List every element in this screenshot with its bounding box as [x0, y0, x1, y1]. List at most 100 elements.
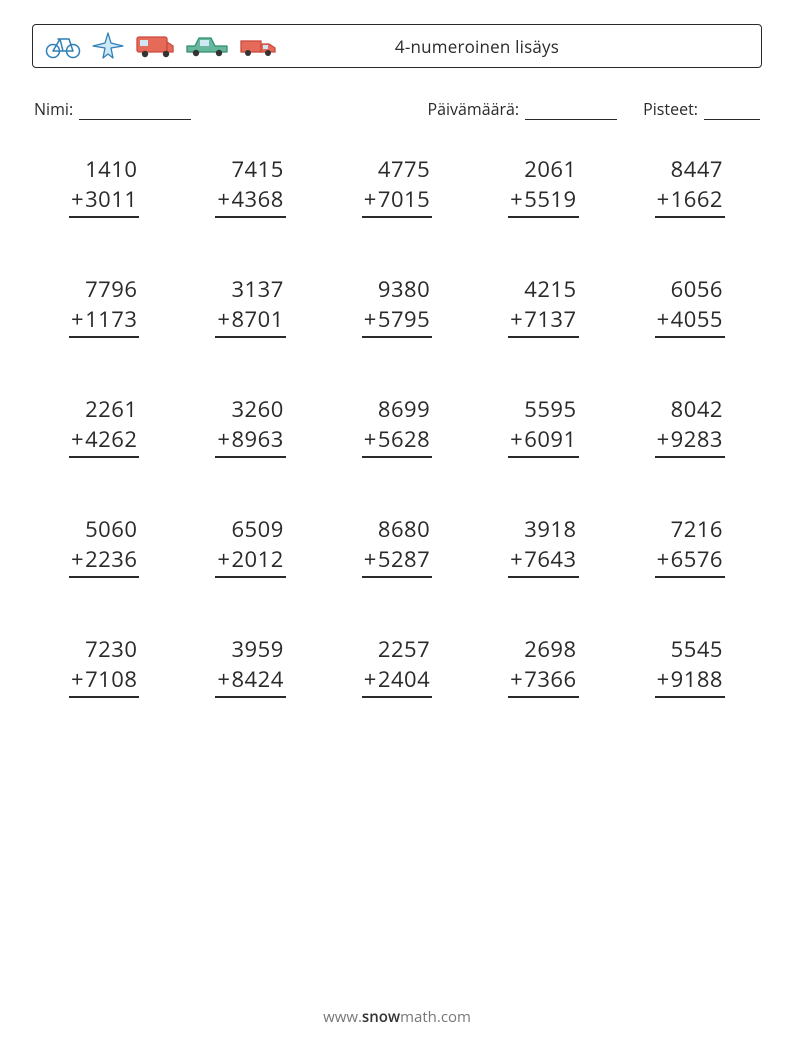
operator: + — [217, 544, 230, 574]
problem-inner: 6056+4055 — [655, 274, 725, 338]
operand-b: 1173 — [85, 304, 137, 334]
problem-cell: 7796+1173 — [40, 274, 168, 338]
problem-inner: 4775+7015 — [362, 154, 432, 218]
operand-b: 2236 — [85, 544, 137, 574]
operator: + — [71, 304, 84, 334]
problem-inner: 2061+5519 — [508, 154, 578, 218]
operator: + — [364, 544, 377, 574]
operand-bottom: +1173 — [69, 304, 139, 338]
operand-top: 6056 — [655, 274, 725, 304]
operand-b: 8963 — [231, 424, 283, 454]
operand-bottom: +8424 — [215, 664, 285, 698]
operand-top: 2261 — [69, 394, 139, 424]
operand-b: 9188 — [671, 664, 723, 694]
operand-bottom: +7366 — [508, 664, 578, 698]
operator: + — [510, 304, 523, 334]
operand-top: 7796 — [69, 274, 139, 304]
problem-cell: 8680+5287 — [333, 514, 461, 578]
problem-cell: 6056+4055 — [626, 274, 754, 338]
operand-bottom: +6576 — [655, 544, 725, 578]
worksheet-title: 4-numeroinen lisäys — [285, 35, 749, 58]
operand-b: 6576 — [671, 544, 723, 574]
operand-bottom: +7108 — [69, 664, 139, 698]
airplane-icon — [91, 31, 125, 61]
header-box: 4-numeroinen lisäys — [32, 24, 762, 68]
operand-b: 7643 — [524, 544, 576, 574]
operand-b: 7137 — [524, 304, 576, 334]
operator: + — [510, 184, 523, 214]
problem-cell: 9380+5795 — [333, 274, 461, 338]
operand-b: 3011 — [85, 184, 137, 214]
operand-b: 1662 — [671, 184, 723, 214]
operand-b: 4055 — [671, 304, 723, 334]
date-blank[interactable] — [525, 106, 617, 120]
operator: + — [71, 424, 84, 454]
operand-top: 1410 — [69, 154, 139, 184]
operand-b: 7366 — [524, 664, 576, 694]
operand-b: 9283 — [671, 424, 723, 454]
problem-cell: 1410+3011 — [40, 154, 168, 218]
operand-bottom: +2236 — [69, 544, 139, 578]
name-blank[interactable] — [79, 106, 191, 120]
problem-inner: 7796+1173 — [69, 274, 139, 338]
operand-b: 6091 — [524, 424, 576, 454]
operand-top: 5545 — [655, 634, 725, 664]
operator: + — [71, 664, 84, 694]
operator: + — [364, 664, 377, 694]
operand-bottom: +9283 — [655, 424, 725, 458]
operand-b: 8701 — [231, 304, 283, 334]
operand-b: 2012 — [231, 544, 283, 574]
problem-cell: 2257+2404 — [333, 634, 461, 698]
operand-b: 4368 — [231, 184, 283, 214]
truck-icon — [239, 34, 277, 58]
problem-cell: 4215+7137 — [479, 274, 607, 338]
problem-inner: 8447+1662 — [655, 154, 725, 218]
problem-cell: 8447+1662 — [626, 154, 754, 218]
footer-suffix: math.com — [400, 1007, 471, 1027]
problem-inner: 1410+3011 — [69, 154, 139, 218]
problem-inner: 3959+8424 — [215, 634, 285, 698]
operator: + — [364, 304, 377, 334]
operand-top: 5060 — [69, 514, 139, 544]
operand-top: 9380 — [362, 274, 432, 304]
operand-bottom: +5287 — [362, 544, 432, 578]
problem-inner: 3137+8701 — [215, 274, 285, 338]
operand-bottom: +5628 — [362, 424, 432, 458]
problem-inner: 8699+5628 — [362, 394, 432, 458]
operand-b: 2404 — [378, 664, 430, 694]
problem-inner: 7415+4368 — [215, 154, 285, 218]
operand-b: 5628 — [378, 424, 430, 454]
operand-top: 8042 — [655, 394, 725, 424]
problem-inner: 3260+8963 — [215, 394, 285, 458]
problem-cell: 8699+5628 — [333, 394, 461, 458]
operand-bottom: +3011 — [69, 184, 139, 218]
footer-prefix: www. — [323, 1007, 362, 1027]
operand-bottom: +1662 — [655, 184, 725, 218]
operand-top: 4215 — [508, 274, 578, 304]
problem-inner: 2698+7366 — [508, 634, 578, 698]
problem-inner: 6509+2012 — [215, 514, 285, 578]
problem-cell: 7230+7108 — [40, 634, 168, 698]
operand-top: 7230 — [69, 634, 139, 664]
bicycle-icon — [45, 33, 81, 59]
operand-b: 5519 — [524, 184, 576, 214]
operand-bottom: +6091 — [508, 424, 578, 458]
icon-row — [45, 31, 277, 61]
operand-top: 8699 — [362, 394, 432, 424]
operand-bottom: +8701 — [215, 304, 285, 338]
operand-b: 5287 — [378, 544, 430, 574]
operator: + — [510, 544, 523, 574]
operand-bottom: +4262 — [69, 424, 139, 458]
problem-inner: 2261+4262 — [69, 394, 139, 458]
operator: + — [217, 424, 230, 454]
operator: + — [71, 544, 84, 574]
score-blank[interactable] — [704, 106, 760, 120]
operator: + — [364, 184, 377, 214]
van-icon — [135, 33, 175, 59]
problem-cell: 5595+6091 — [479, 394, 607, 458]
problem-inner: 5595+6091 — [508, 394, 578, 458]
operand-top: 8447 — [655, 154, 725, 184]
problem-cell: 7216+6576 — [626, 514, 754, 578]
operand-bottom: +4368 — [215, 184, 285, 218]
operand-top: 2257 — [362, 634, 432, 664]
